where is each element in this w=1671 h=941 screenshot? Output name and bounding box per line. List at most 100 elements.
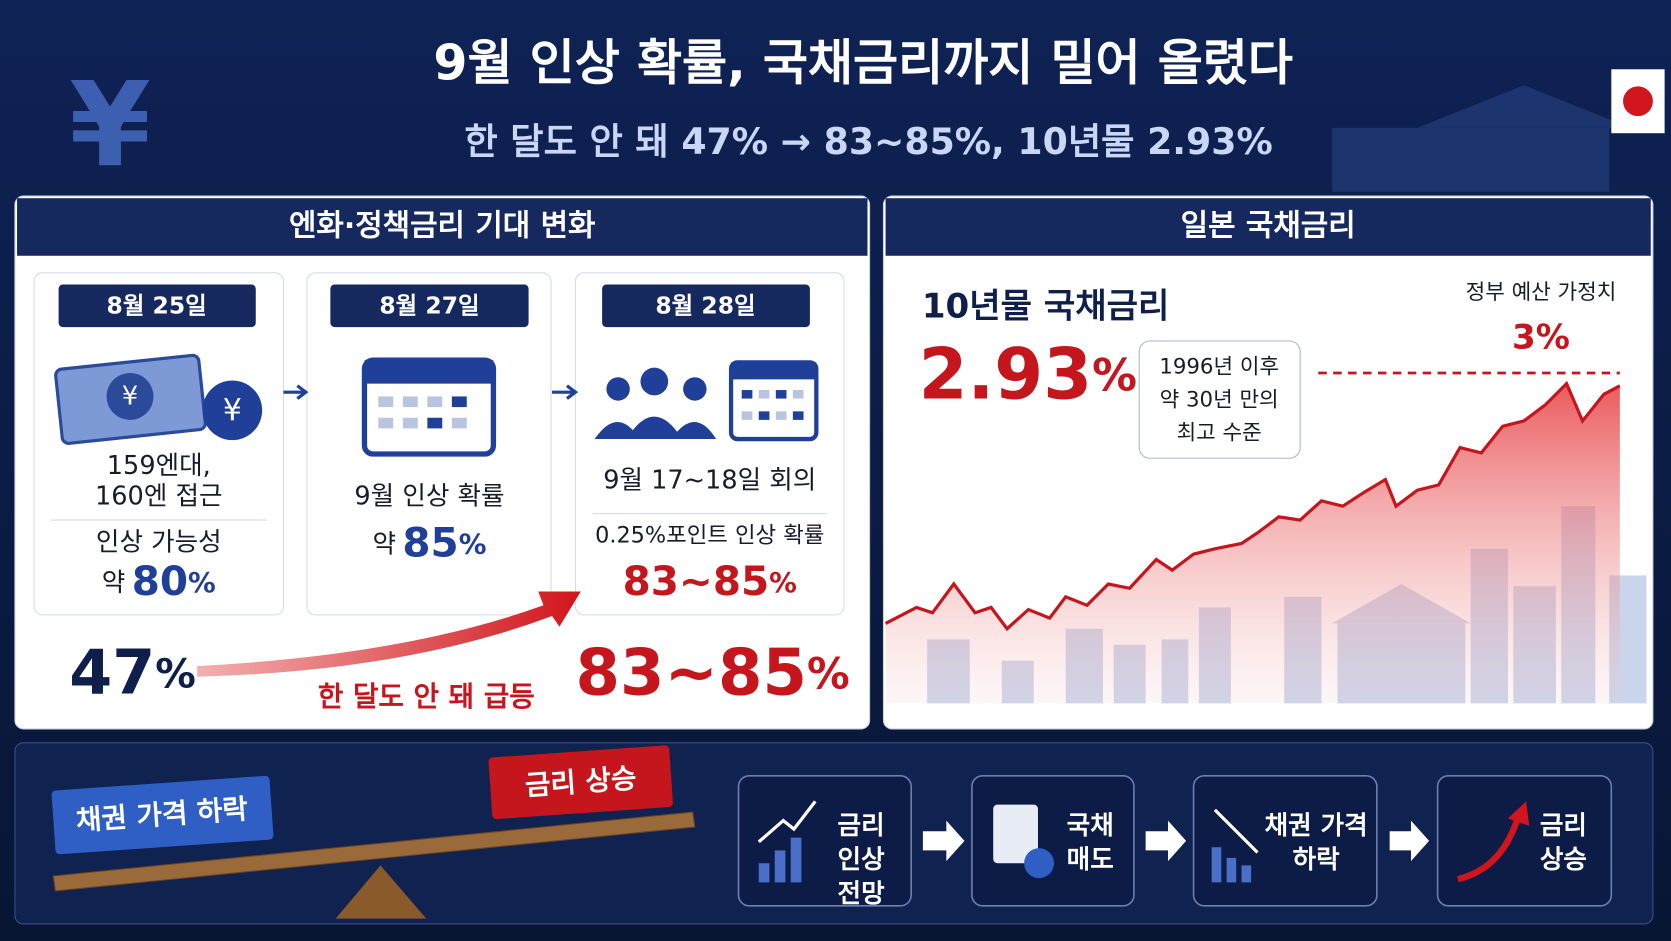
unit: %	[459, 528, 487, 561]
fulcrum	[335, 865, 427, 919]
step-text: 금리	[838, 811, 885, 841]
money-icon-part: ¥	[223, 393, 242, 428]
step-text: 상승	[1540, 845, 1587, 875]
value: 80	[132, 557, 188, 605]
step-arrows-part	[1145, 820, 1187, 862]
step-icons-part	[1241, 865, 1252, 883]
value: 2.93	[919, 333, 1093, 415]
unit: %	[155, 650, 196, 698]
step-text: 매도	[1067, 845, 1114, 875]
card-text: 9월 인상 확률	[354, 482, 504, 512]
calendar-icon-part	[402, 396, 418, 408]
meeting-icon-part	[758, 390, 770, 399]
target-value: 3%	[1512, 317, 1570, 357]
calendar-icon-part	[378, 417, 394, 429]
step-text: 국채	[1067, 811, 1114, 841]
date: 8월 25일	[107, 291, 207, 319]
step-text: 전망	[838, 879, 886, 909]
value: 47	[69, 637, 155, 709]
step-icons-part	[1457, 814, 1522, 883]
meeting-icon-part	[640, 367, 669, 396]
panel-header	[885, 198, 1651, 256]
unit: %	[769, 566, 797, 599]
meeting-icon-part	[683, 377, 707, 401]
seesaw-plank	[52, 811, 696, 892]
from-value: 47%	[69, 637, 196, 709]
value: 85	[402, 519, 458, 567]
step-icons-part	[790, 837, 802, 883]
card-value: 약 80%	[102, 557, 216, 605]
note-box	[1138, 340, 1301, 459]
arrow-label: 한 달도 안 돼 급등	[318, 680, 535, 713]
note: 최고 수준	[1177, 421, 1262, 446]
meeting-icon-part	[606, 377, 630, 401]
meeting-icon-part	[731, 362, 817, 380]
date: 8월 27일	[379, 291, 479, 319]
step-arrows-part	[922, 820, 965, 862]
date: 8월 28일	[655, 291, 755, 319]
yield-area	[885, 383, 1620, 704]
card-value: 약 85%	[372, 519, 486, 567]
seesaw-left: 채권 가격 하락	[51, 775, 274, 855]
meeting-icon-part	[741, 411, 753, 420]
step-icons-part	[1507, 801, 1530, 826]
step-icons-part	[757, 800, 817, 844]
unit: %	[1092, 348, 1137, 401]
building-icon-part	[1332, 127, 1610, 192]
yield-line	[884, 380, 1621, 632]
date-pill	[330, 284, 529, 328]
calendar-icon-part	[402, 417, 418, 429]
meeting-icon-part	[594, 422, 640, 440]
meeting-icon-part	[741, 390, 753, 399]
step-icons-part	[758, 863, 770, 883]
value: 83~85	[575, 636, 807, 710]
card-value: 83~85%	[623, 557, 797, 605]
prefix: 약	[372, 530, 396, 560]
card-text: 159엔대,	[107, 451, 211, 481]
meeting-icon-part	[775, 411, 787, 420]
step-text: 하락	[1293, 845, 1341, 875]
money-icon: ¥ ¥	[54, 353, 263, 445]
meeting-icon-part	[758, 411, 770, 420]
subtitle: 한 달도 안 돼 47% → 83~85%, 10년물 2.93%	[464, 120, 1272, 163]
step-arrows	[922, 820, 1430, 862]
meeting-icon-part	[792, 390, 804, 399]
step-icons-part	[1226, 857, 1237, 883]
seesaw-label: 금리 상승	[524, 761, 638, 802]
prefix: 약	[102, 568, 126, 598]
step-text: 금리	[1540, 811, 1587, 841]
meeting-icon-part	[626, 416, 683, 440]
yen-icon: ¥	[69, 56, 151, 193]
step-text: 인상	[838, 845, 886, 875]
card	[574, 272, 845, 616]
step-icons-part	[1213, 808, 1259, 854]
calendar-icon-part	[364, 360, 494, 384]
step-icons-part	[1211, 847, 1222, 883]
panel-title: 엔화·정책금리 기대 변화	[289, 208, 596, 243]
step-icons	[757, 800, 1530, 883]
arrow	[552, 384, 579, 400]
note: 약 30년 만의	[1160, 388, 1279, 413]
flag-circle	[1623, 86, 1653, 117]
meeting-icon-part	[671, 422, 717, 440]
target-label: 정부 예산 가정치	[1466, 280, 1617, 305]
building-icon	[1332, 85, 1631, 192]
seesaw-right: 금리 상승	[488, 745, 673, 820]
panel-title: 일본 국채금리	[1181, 208, 1356, 243]
card-text: 160엔 접근	[95, 482, 222, 512]
money-icon-part	[202, 380, 263, 441]
yield-value: 2.93%	[919, 333, 1137, 415]
note: 1996년 이후	[1159, 355, 1279, 380]
step-icons-part	[1024, 848, 1054, 879]
card-label: 인상 가능성	[96, 527, 222, 557]
calendar-icon-part	[427, 417, 443, 429]
card-label: 0.25%포인트 인상 확률	[595, 523, 824, 549]
calendar-icon-part	[451, 417, 467, 429]
value: 83~85	[623, 557, 770, 605]
card-text: 9월 17~18일 회의	[603, 466, 816, 496]
meeting-icon-part	[775, 390, 787, 399]
building-icon-part	[1417, 85, 1631, 128]
title: 9월 인상 확률, 국채금리까지 밀어 올렸다	[433, 34, 1293, 92]
meeting-icon	[594, 360, 819, 442]
